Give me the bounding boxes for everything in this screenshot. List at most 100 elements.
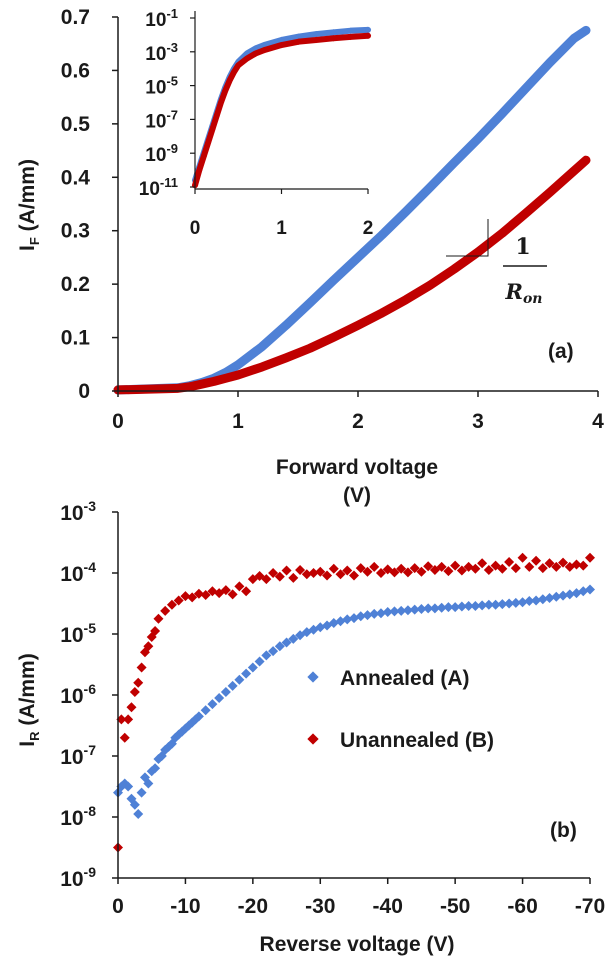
panel-b-point-annealed: [220, 686, 231, 697]
panel-b-point-annealed: [402, 605, 413, 616]
panel-b-x-tick-label: -30: [305, 895, 335, 918]
panel-b-point-annealed: [207, 699, 218, 710]
panel-b-point-annealed: [234, 674, 245, 685]
inset-y-tick-label: 10-5: [145, 74, 178, 99]
panel-a-y-tick-label: 0.1: [61, 327, 91, 350]
panel-b-point-annealed: [150, 763, 161, 774]
inset-y-tick-label: 10-9: [145, 141, 178, 166]
inset-point-unannealed: [252, 50, 259, 57]
panel-b-point-annealed: [389, 606, 400, 617]
panel-b-point-unannealed: [126, 702, 137, 713]
panel-b-point-annealed: [200, 705, 211, 716]
panel-b-point-unannealed: [504, 557, 515, 568]
panel-b-point-unannealed: [173, 595, 184, 606]
panel-b-point-annealed: [531, 595, 542, 606]
panel-b-point-unannealed: [362, 566, 373, 577]
panel-b-point-unannealed: [578, 560, 589, 571]
panel-a-point-annealed: [546, 58, 554, 67]
panel-b-point-unannealed: [274, 571, 285, 582]
panel-b-point-annealed: [227, 680, 238, 691]
panel-b-point-annealed: [362, 610, 373, 621]
panel-a-x-label-line1: Forward voltage: [276, 456, 438, 479]
inset-point-unannealed: [330, 35, 337, 42]
panel-a-point-unannealed: [378, 308, 386, 317]
panel-b-point-unannealed: [166, 599, 177, 610]
panel-b-y-tick-label: 10-9: [60, 864, 96, 891]
panel-b-point-annealed: [456, 601, 467, 612]
panel-a-x-label-line2: (V): [343, 484, 371, 507]
panel-b-point-unannealed: [450, 560, 461, 571]
panel-b-point-unannealed: [268, 568, 279, 578]
panel-b-point-unannealed: [315, 566, 326, 577]
inset-point-unannealed: [222, 87, 229, 94]
legend-label-unannealed: Unannealed (B): [340, 729, 494, 752]
panel-a-series-annealed-trace: [113, 25, 591, 395]
panel-b-y-tick-label: 10-7: [60, 742, 96, 769]
panel-b-point-unannealed: [443, 566, 454, 577]
panel-a-y-tick-label: 0: [78, 380, 90, 403]
panel-a-x-tick-label: 0: [112, 410, 124, 433]
panel-b-x-tick-label: -50: [440, 895, 470, 918]
panel-b-point-unannealed: [470, 563, 481, 574]
panel-b-point-annealed: [490, 599, 501, 610]
panel-b-point-annealed: [585, 584, 595, 595]
panel-b-point-annealed: [463, 600, 474, 611]
panel-a-y-tick-label: 0.6: [61, 59, 90, 82]
panel-b-point-unannealed: [261, 574, 272, 585]
panel-b-point-unannealed: [544, 558, 555, 569]
panel-b-point-unannealed: [369, 561, 380, 572]
panel-a-point-unannealed: [210, 377, 218, 386]
panel-b-x-tick-label: -10: [170, 895, 200, 918]
inset-point-unannealed: [312, 36, 320, 44]
panel-a-point-unannealed: [330, 333, 338, 342]
panel-a-point-unannealed: [258, 362, 266, 371]
panel-b-point-annealed: [504, 598, 515, 609]
panel-a-point-annealed: [402, 207, 410, 216]
panel-b-point-unannealed: [558, 557, 569, 568]
panel-b-point-unannealed: [497, 563, 508, 574]
panel-a-point-unannealed: [582, 156, 590, 165]
panel-b-y-tick-label: 10-6: [60, 681, 96, 708]
panel-b-point-annealed: [281, 637, 292, 648]
inset-y-tick-label: 10-11: [139, 175, 178, 200]
panel-b-reverse-iv: 0 -10 -20 -30 -40 -50 -60 -70 10-3 10-4 10-5 10-6 10…: [16, 498, 605, 956]
inset-point-annealed: [295, 33, 302, 40]
inset-point-annealed: [347, 27, 354, 34]
panel-b-x-label: Reverse voltage (V): [260, 933, 455, 956]
panel-a-point-unannealed: [354, 321, 362, 330]
inset-point-unannealed: [235, 62, 242, 69]
panel-b-point-annealed: [382, 607, 393, 618]
panel-a-point-unannealed: [402, 295, 410, 304]
panel-b-point-annealed: [436, 602, 447, 613]
panel-b-point-unannealed: [524, 561, 535, 572]
panel-b-point-unannealed: [227, 589, 238, 600]
inset-point-unannealed: [364, 32, 372, 39]
panel-b-point-unannealed: [349, 570, 359, 581]
panel-b-y-tick-label: 10-4: [60, 559, 96, 586]
slope-triangle: [446, 219, 489, 257]
panel-b-point-annealed: [483, 599, 494, 610]
panel-b-point-annealed: [143, 778, 154, 789]
inset-point-unannealed: [213, 112, 220, 120]
panel-a-series-unannealed-trace: [113, 155, 591, 395]
panel-b-point-unannealed: [133, 677, 144, 688]
panel-b-point-unannealed: [335, 569, 346, 580]
panel-b-point-annealed: [409, 604, 420, 615]
legend-marker-annealed: [307, 671, 319, 683]
panel-b-point-unannealed: [281, 565, 292, 576]
panel-b-point-annealed: [342, 614, 353, 625]
panel-b-point-unannealed: [143, 641, 154, 652]
panel-a-y-label: IF (A/mm): [16, 159, 42, 251]
panel-a-point-annealed: [450, 158, 458, 167]
panel-a-point-annealed: [474, 134, 482, 143]
inset-ticks: 0 1 2 10-1 10-3 10-5 10-7 10-9 10-11: [139, 6, 374, 239]
panel-a-point-annealed: [330, 275, 338, 284]
panel-b-point-unannealed: [288, 572, 299, 583]
panel-a-point-annealed: [378, 230, 386, 239]
panel-a-point-unannealed: [498, 229, 506, 238]
panel-b-point-annealed: [544, 593, 555, 604]
panel-b-point-unannealed: [301, 569, 312, 580]
panel-a-point-unannealed: [522, 209, 530, 218]
panel-b-point-unannealed: [355, 563, 366, 574]
